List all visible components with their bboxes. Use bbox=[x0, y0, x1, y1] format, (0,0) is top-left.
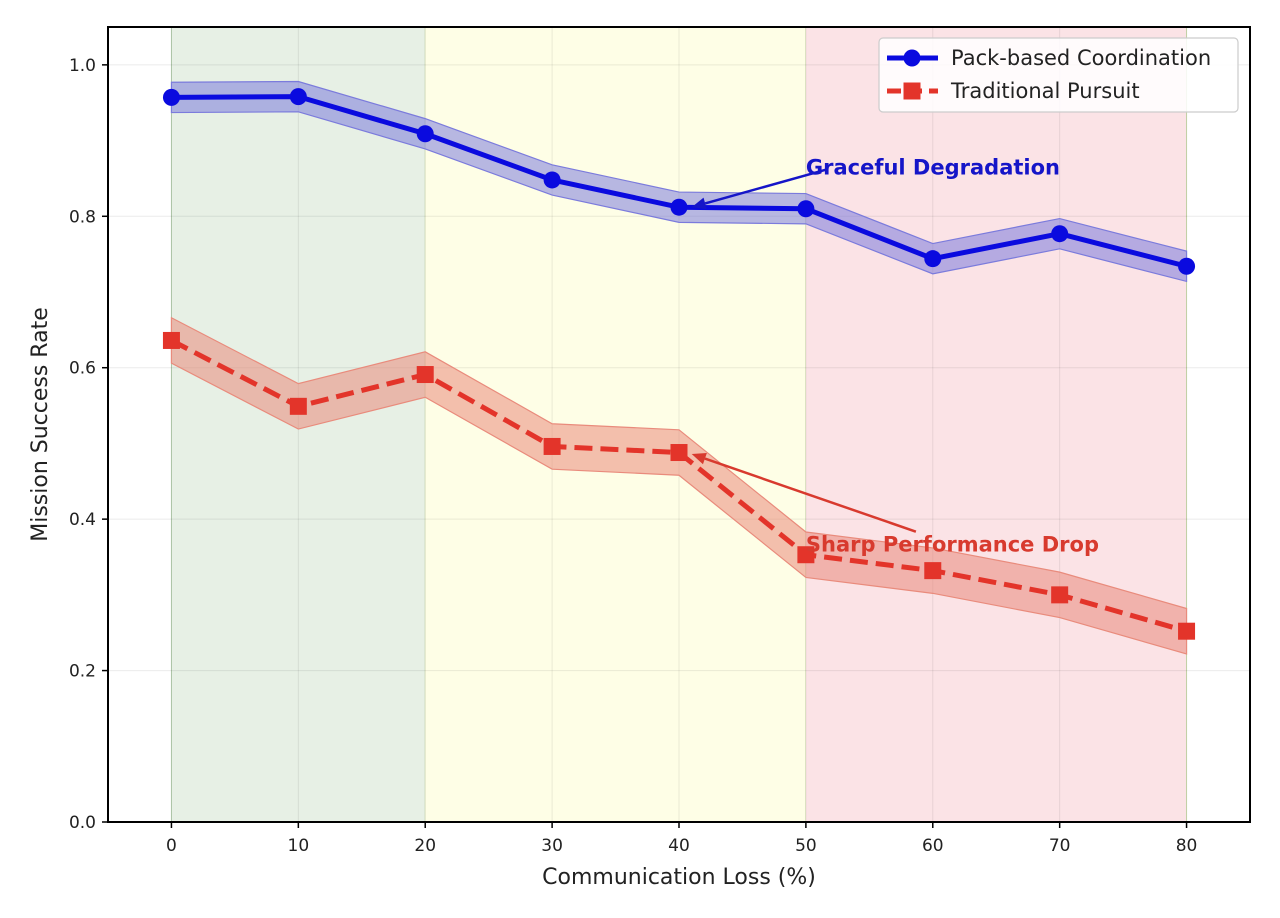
x-tick-label-7: 70 bbox=[1049, 836, 1071, 856]
annotation-0-arrowhead bbox=[691, 197, 707, 210]
series-0-point-5 bbox=[797, 200, 815, 218]
x-axis-label: Communication Loss (%) bbox=[542, 865, 816, 890]
legend-label-0: Pack-based Coordination bbox=[951, 46, 1211, 70]
x-tick-label-5: 50 bbox=[795, 836, 817, 856]
series-0-point-7 bbox=[1051, 225, 1069, 243]
series-0-point-2 bbox=[416, 125, 434, 143]
y-tick-label-5: 1.0 bbox=[69, 56, 96, 76]
y-tick-label-3: 0.6 bbox=[69, 359, 96, 379]
series-1-point-7 bbox=[1051, 586, 1069, 604]
annotation-0-label: Graceful Degradation bbox=[806, 156, 1060, 180]
series-1-point-2 bbox=[416, 366, 434, 384]
annotation-1-arrow bbox=[704, 457, 917, 533]
series-1-point-4 bbox=[670, 444, 688, 462]
series-0-point-1 bbox=[289, 88, 307, 106]
series-1-point-0 bbox=[162, 331, 180, 349]
x-tick-label-0: 0 bbox=[166, 836, 177, 856]
region-2 bbox=[805, 27, 1187, 822]
y-tick-label-2: 0.4 bbox=[69, 510, 96, 530]
legend: Pack-based Coordination Traditional Pursu… bbox=[878, 37, 1239, 113]
x-tick-label-8: 80 bbox=[1176, 836, 1198, 856]
y-axis-label: Mission Success Rate bbox=[28, 307, 53, 542]
legend-marker-1 bbox=[903, 82, 921, 100]
series-1-point-5 bbox=[797, 546, 815, 564]
x-axis-ticks: 0 10 20 30 40 50 60 70 80 bbox=[166, 822, 1197, 856]
annotation-0-arrow bbox=[704, 168, 827, 205]
x-tick-label-3: 30 bbox=[541, 836, 563, 856]
y-tick-label-0: 0.0 bbox=[69, 813, 96, 833]
data-markers bbox=[162, 88, 1196, 640]
annotation-1-arrowhead bbox=[691, 452, 707, 465]
series-0-point-3 bbox=[543, 171, 561, 189]
x-tick-label-6: 60 bbox=[922, 836, 944, 856]
annotation-1-label: Sharp Performance Drop bbox=[806, 533, 1099, 557]
annotations: Graceful Degradation Sharp Performance Dr… bbox=[691, 156, 1099, 557]
x-tick-label-2: 20 bbox=[414, 836, 436, 856]
x-tick-label-4: 40 bbox=[668, 836, 690, 856]
series-0-point-4 bbox=[670, 198, 688, 216]
y-tick-label-1: 0.2 bbox=[69, 662, 96, 682]
legend-box bbox=[878, 37, 1239, 113]
y-tick-label-4: 0.8 bbox=[69, 207, 96, 227]
series-0-point-8 bbox=[1178, 257, 1196, 275]
series-1-point-3 bbox=[543, 437, 561, 455]
series-1-point-1 bbox=[289, 397, 307, 415]
x-tick-label-1: 10 bbox=[288, 836, 310, 856]
series-0-point-0 bbox=[162, 88, 180, 106]
y-axis-ticks: 0.0 0.2 0.4 0.6 0.8 1.0 bbox=[69, 56, 108, 833]
legend-label-1: Traditional Pursuit bbox=[950, 79, 1140, 103]
series-0-point-6 bbox=[924, 250, 942, 268]
legend-marker-0 bbox=[903, 49, 921, 67]
series-1-point-8 bbox=[1178, 622, 1196, 640]
series-1-point-6 bbox=[924, 562, 942, 580]
